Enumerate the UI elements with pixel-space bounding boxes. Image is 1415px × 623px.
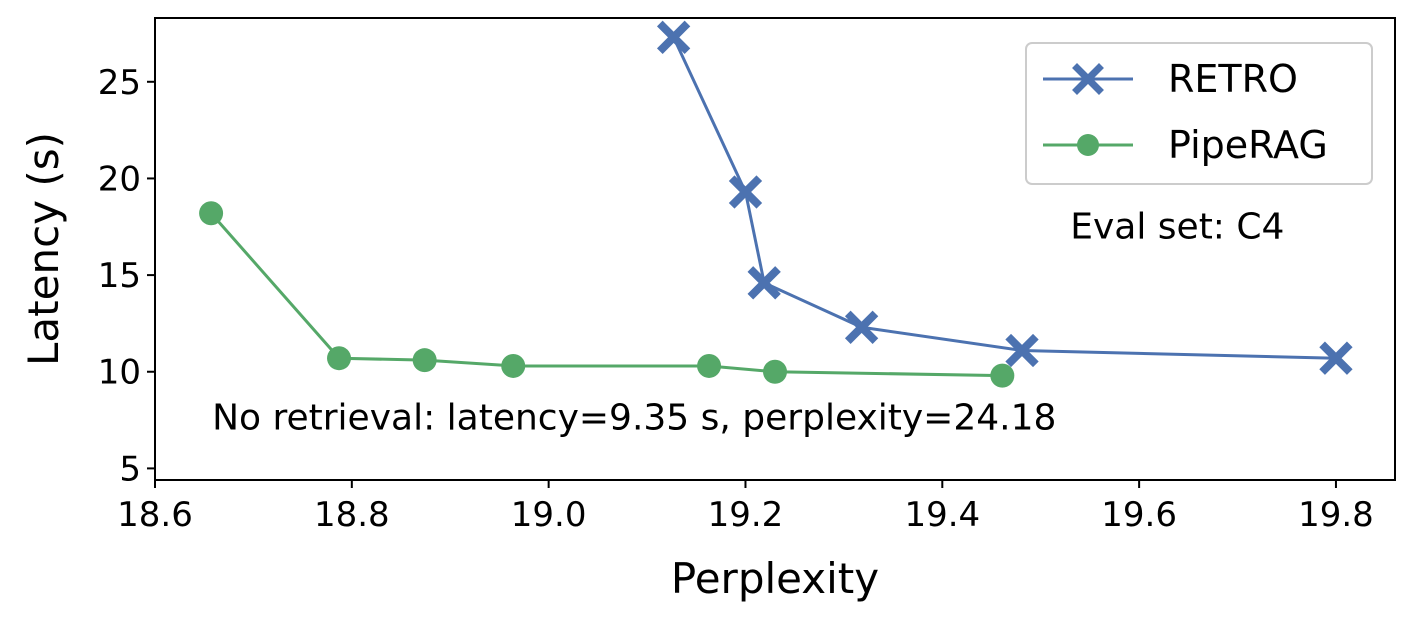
legend-piperag-circle-icon (1077, 134, 1099, 156)
y-tick-label: 25 (98, 63, 141, 103)
x-tick-label: 19.6 (1101, 495, 1177, 535)
point-piperag (697, 353, 722, 378)
point-piperag (501, 353, 526, 378)
x-tick-label: 19.0 (511, 495, 587, 535)
x-tick-label: 18.8 (314, 495, 390, 535)
plot-frame (154, 17, 1396, 481)
series-layer (199, 20, 1353, 388)
x-tick-label: 19.4 (904, 495, 980, 535)
series-line-retro (672, 36, 1336, 360)
point-retro (1005, 333, 1039, 368)
point-retro (728, 175, 763, 209)
x-tick-label: 18.6 (117, 495, 193, 535)
x-tick-label: 19.2 (708, 495, 784, 535)
y-axis-label: Latency (s) (19, 132, 68, 366)
legend-retro-x-icon (1072, 63, 1104, 95)
point-retro (844, 310, 879, 344)
annotation-eval-set: Eval set: C4 (1070, 206, 1284, 247)
y-tick-label: 20 (98, 159, 141, 199)
point-piperag (763, 359, 787, 384)
point-retro (656, 20, 691, 54)
point-piperag (990, 363, 1015, 388)
point-retro (747, 266, 781, 300)
point-piperag (412, 348, 437, 373)
x-axis-label: Perplexity (671, 554, 879, 603)
point-piperag (199, 201, 224, 226)
legend-piperag-label: PipeRAG (1168, 123, 1328, 167)
legend: RETRO PipeRAG (1025, 42, 1373, 185)
point-retro (1319, 341, 1353, 375)
axis-ticks: 18.6 18.8 19.0 19.2 19.4 19.6 19.8 5 10 15 20 25 (98, 63, 1374, 535)
x-tick-label: 19.8 (1298, 495, 1374, 535)
y-tick-label: 10 (98, 353, 141, 393)
y-tick-label: 5 (119, 449, 141, 489)
y-tick-label: 15 (98, 256, 141, 296)
point-piperag (327, 346, 352, 371)
annotation-no-retrieval: No retrieval: latency=9.35 s, perplexity… (212, 398, 1056, 439)
legend-retro-label: RETRO (1168, 57, 1298, 101)
